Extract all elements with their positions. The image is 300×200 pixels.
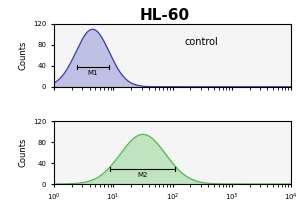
Y-axis label: Counts: Counts: [18, 138, 27, 167]
Text: control: control: [184, 37, 218, 47]
Text: M2: M2: [138, 172, 148, 178]
Text: HL-60: HL-60: [140, 8, 190, 23]
Text: M1: M1: [87, 70, 98, 76]
Y-axis label: Counts: Counts: [18, 41, 27, 70]
